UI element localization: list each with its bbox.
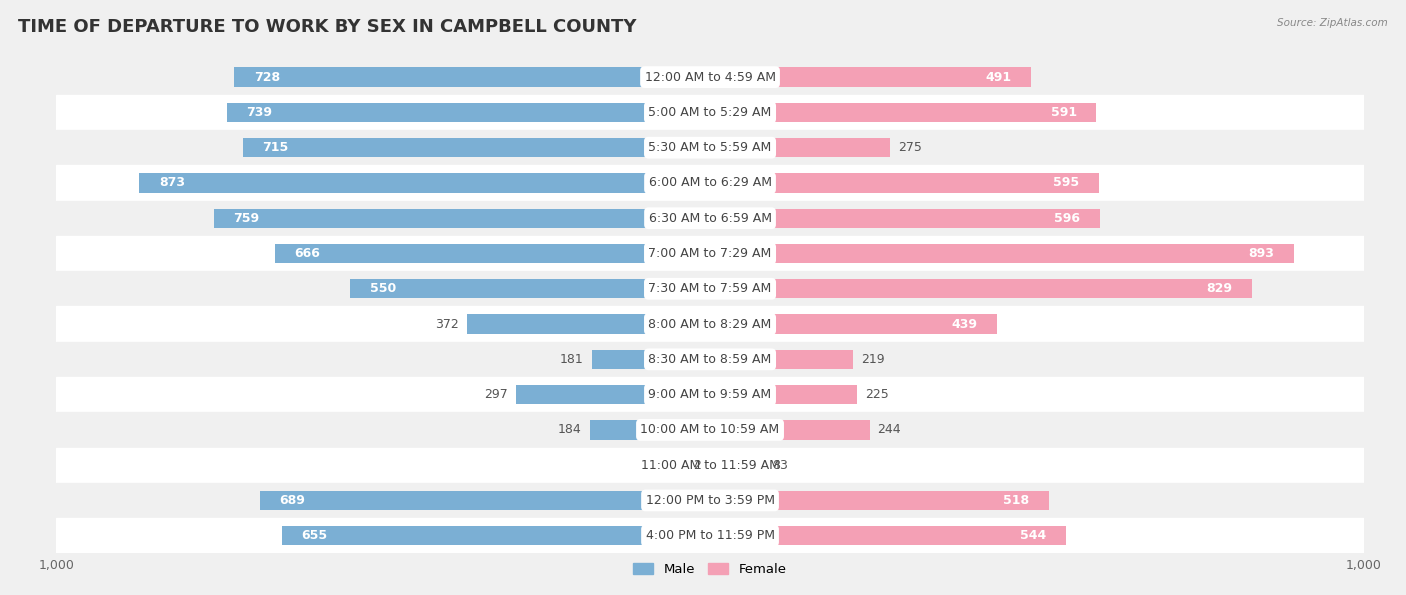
Bar: [139, 173, 710, 193]
Bar: [710, 350, 853, 369]
Bar: [233, 67, 710, 87]
Text: 372: 372: [436, 318, 458, 331]
Bar: [56, 165, 1364, 201]
Bar: [516, 385, 710, 405]
Text: 10:00 AM to 10:59 AM: 10:00 AM to 10:59 AM: [641, 424, 779, 436]
Text: 297: 297: [484, 388, 508, 401]
Bar: [56, 447, 1364, 483]
Text: TIME OF DEPARTURE TO WORK BY SEX IN CAMPBELL COUNTY: TIME OF DEPARTURE TO WORK BY SEX IN CAMP…: [18, 18, 637, 36]
Bar: [56, 271, 1364, 306]
Text: 655: 655: [301, 529, 328, 542]
Text: 759: 759: [233, 212, 260, 225]
Bar: [56, 306, 1364, 342]
Bar: [350, 279, 710, 299]
Bar: [56, 377, 1364, 412]
Text: 11:00 AM to 11:59 AM: 11:00 AM to 11:59 AM: [641, 459, 779, 472]
Text: 5:00 AM to 5:29 AM: 5:00 AM to 5:29 AM: [648, 106, 772, 119]
Bar: [710, 138, 890, 158]
Bar: [56, 412, 1364, 447]
Bar: [710, 103, 1097, 122]
Text: 6:00 AM to 6:29 AM: 6:00 AM to 6:29 AM: [648, 177, 772, 189]
Text: 544: 544: [1019, 529, 1046, 542]
Text: 244: 244: [877, 424, 901, 436]
Text: 491: 491: [986, 71, 1011, 84]
Bar: [56, 518, 1364, 553]
Text: 591: 591: [1050, 106, 1077, 119]
Text: 9:00 AM to 9:59 AM: 9:00 AM to 9:59 AM: [648, 388, 772, 401]
Bar: [710, 208, 1099, 228]
Text: 518: 518: [1002, 494, 1029, 507]
Bar: [214, 208, 710, 228]
Bar: [260, 491, 710, 510]
Text: 184: 184: [558, 424, 582, 436]
Text: 8:00 AM to 8:29 AM: 8:00 AM to 8:29 AM: [648, 318, 772, 331]
Bar: [589, 420, 710, 440]
Bar: [56, 130, 1364, 165]
Text: 275: 275: [897, 141, 921, 154]
Text: 595: 595: [1053, 177, 1080, 189]
Text: 596: 596: [1054, 212, 1080, 225]
Text: 728: 728: [253, 71, 280, 84]
Bar: [710, 491, 1049, 510]
Text: 829: 829: [1206, 282, 1233, 295]
Bar: [56, 483, 1364, 518]
Bar: [243, 138, 710, 158]
Text: 715: 715: [262, 141, 288, 154]
Bar: [710, 67, 1031, 87]
Text: 12:00 AM to 4:59 AM: 12:00 AM to 4:59 AM: [644, 71, 776, 84]
Bar: [710, 279, 1251, 299]
Bar: [226, 103, 710, 122]
Text: 8:30 AM to 8:59 AM: 8:30 AM to 8:59 AM: [648, 353, 772, 366]
Text: 6:30 AM to 6:59 AM: 6:30 AM to 6:59 AM: [648, 212, 772, 225]
Text: 181: 181: [560, 353, 583, 366]
Text: 873: 873: [159, 177, 184, 189]
Bar: [56, 95, 1364, 130]
Bar: [56, 342, 1364, 377]
Bar: [467, 314, 710, 334]
Text: 739: 739: [246, 106, 273, 119]
Bar: [56, 236, 1364, 271]
Bar: [56, 60, 1364, 95]
Text: 689: 689: [280, 494, 305, 507]
Bar: [710, 314, 997, 334]
Text: Source: ZipAtlas.com: Source: ZipAtlas.com: [1277, 18, 1388, 28]
Text: 7:30 AM to 7:59 AM: 7:30 AM to 7:59 AM: [648, 282, 772, 295]
Text: 225: 225: [865, 388, 889, 401]
Text: 2: 2: [693, 459, 700, 472]
Bar: [710, 526, 1066, 546]
Text: 7:00 AM to 7:29 AM: 7:00 AM to 7:29 AM: [648, 247, 772, 260]
Bar: [281, 526, 710, 546]
Bar: [710, 244, 1294, 263]
Bar: [710, 173, 1099, 193]
Text: 12:00 PM to 3:59 PM: 12:00 PM to 3:59 PM: [645, 494, 775, 507]
Text: 550: 550: [370, 282, 396, 295]
Legend: Male, Female: Male, Female: [628, 558, 792, 581]
Text: 893: 893: [1249, 247, 1274, 260]
Text: 666: 666: [294, 247, 321, 260]
Bar: [710, 455, 765, 475]
Text: 439: 439: [952, 318, 977, 331]
Bar: [592, 350, 710, 369]
Text: 83: 83: [772, 459, 787, 472]
Bar: [56, 201, 1364, 236]
Text: 5:30 AM to 5:59 AM: 5:30 AM to 5:59 AM: [648, 141, 772, 154]
Text: 219: 219: [860, 353, 884, 366]
Text: 4:00 PM to 11:59 PM: 4:00 PM to 11:59 PM: [645, 529, 775, 542]
Bar: [710, 385, 858, 405]
Bar: [710, 420, 869, 440]
Bar: [274, 244, 710, 263]
